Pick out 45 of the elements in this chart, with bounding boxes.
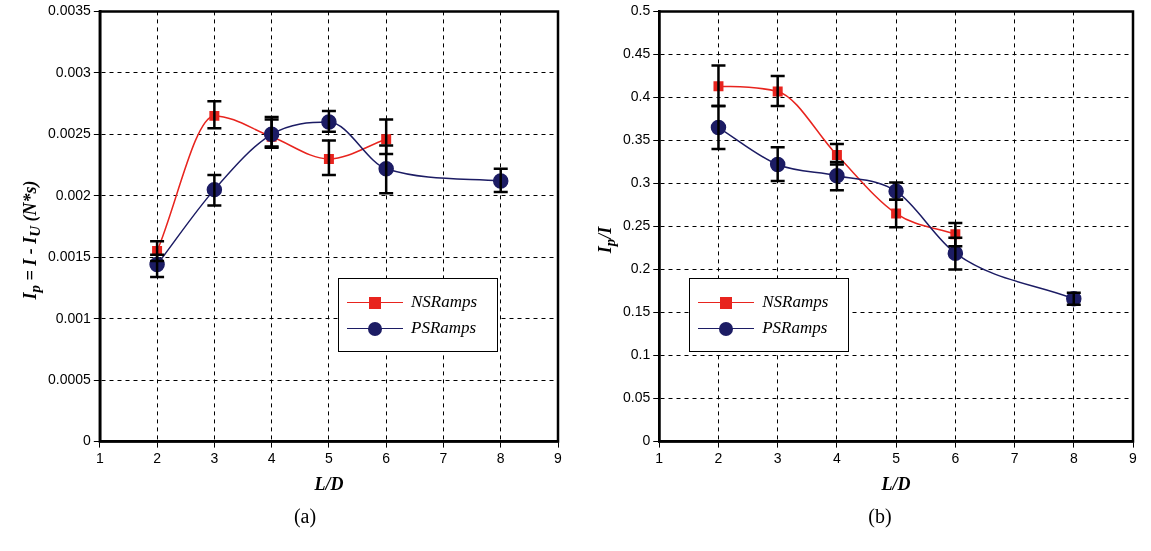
y-tick-label: 0.001 — [55, 309, 92, 326]
x-tick-label: 5 — [325, 449, 334, 466]
x-tick-label: 6 — [951, 449, 960, 466]
y-tick-label: 0.1 — [630, 346, 651, 363]
x-tick-label: 3 — [773, 449, 782, 466]
legend-label: NSRamps — [411, 291, 478, 312]
text: (a) — [292, 505, 318, 528]
x-tick-label: 7 — [1010, 449, 1019, 466]
legend-label: PSRamps — [411, 317, 477, 338]
x-tick-label: 7 — [439, 449, 448, 466]
y-tick-label: 0.05 — [623, 389, 651, 406]
x-tick-label: 9 — [1129, 449, 1138, 466]
y-tick-label: 0.2 — [630, 260, 651, 277]
x-tick-label: 4 — [267, 449, 276, 466]
x-tick-label: 1 — [655, 449, 664, 466]
x-tick-label: 8 — [496, 449, 505, 466]
x-tick-label: 1 — [95, 449, 104, 466]
y-tick-label: 0.5 — [630, 2, 651, 19]
x-tick-label: 2 — [153, 449, 162, 466]
legend-label: PSRamps — [762, 317, 828, 338]
x-tick-label: 5 — [892, 449, 901, 466]
y-tick-label: 0.003 — [55, 63, 92, 80]
x-tick-label: 4 — [833, 449, 842, 466]
y-tick-label: 0.25 — [623, 217, 651, 234]
x-tick-label: 9 — [554, 449, 563, 466]
y-tick-label: 0.0015 — [47, 248, 92, 265]
y-tick-label: 0.0025 — [47, 125, 92, 142]
y-tick-label: 0.0005 — [47, 371, 92, 387]
y-tick-label: 0 — [83, 432, 92, 449]
y-tick-label: 0.3 — [630, 174, 651, 191]
x-tick-label: 8 — [1069, 449, 1078, 466]
y-tick-label: 0.15 — [623, 303, 651, 320]
x-tick-label: 3 — [210, 449, 219, 466]
x-tick-label: 6 — [382, 449, 391, 466]
y-tick-label: 0 — [642, 432, 651, 449]
text: (b) — [867, 505, 893, 528]
x-axis-title: L/D — [880, 473, 911, 494]
y-tick-label: 0.0035 — [47, 2, 92, 19]
y-tick-label: 0.002 — [55, 186, 92, 203]
y-tick-label: 0.35 — [623, 131, 651, 148]
y-tick-label: 0.45 — [623, 45, 651, 62]
x-tick-label: 2 — [714, 449, 723, 466]
legend-label: NSRamps — [762, 291, 829, 312]
y-tick-label: 0.4 — [630, 88, 651, 105]
x-axis-title: L/D — [313, 473, 344, 494]
